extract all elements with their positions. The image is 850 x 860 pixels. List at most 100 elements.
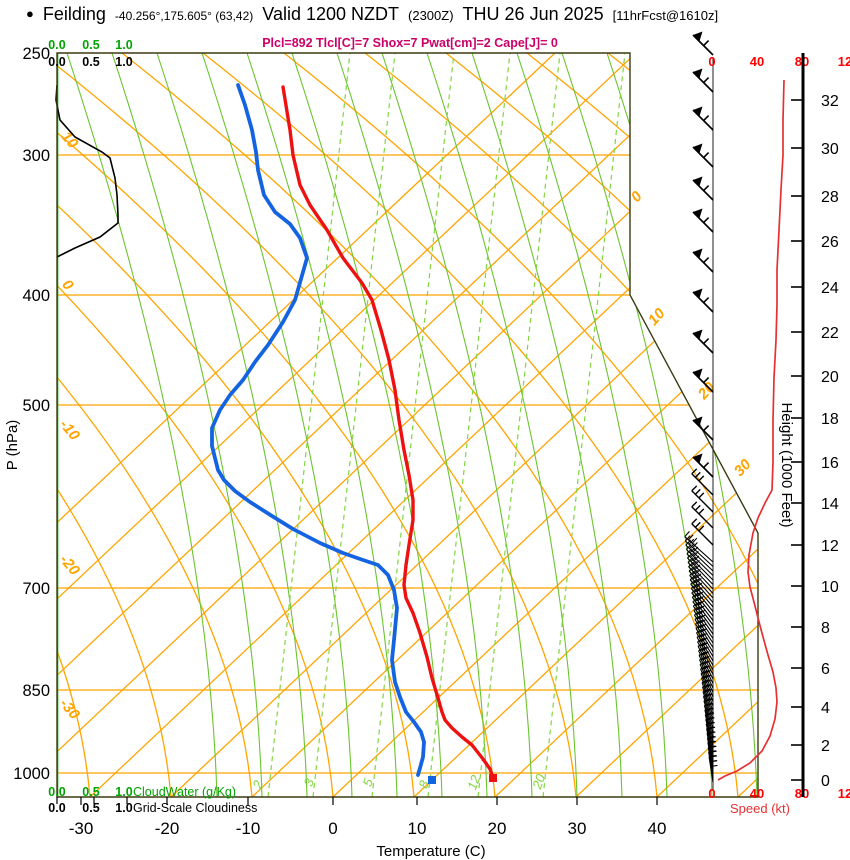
height-tick-label: 10 [821,579,839,596]
mixing-ratio-line [542,53,626,797]
dry-adiabat-line [57,53,172,797]
cloudwater-scale-label-bottom: 0.0 [48,785,65,799]
moist-adiabat-line [381,53,533,797]
moist-adiabat-line [201,53,353,797]
isotherm-label: 30 [731,456,755,480]
speed-tick-label-bottom: 40 [750,786,764,801]
dewpoint-curve [210,83,426,777]
height-tick-label: 0 [821,773,830,790]
wind-barb [685,544,714,576]
wind-barb [692,31,714,56]
valid-time: Valid 1200 NZDT [262,4,400,24]
isotherm-line [57,53,758,797]
pressure-tick-label: 700 [22,580,50,598]
mixing-ratio-line [267,53,351,797]
wind-barb [692,288,714,313]
cloudwater-scale-label-top: 0.0 [48,38,65,52]
wind-barb [692,453,714,478]
mixing-ratio-label: 12 [464,772,483,791]
mixing-ratio-line [427,53,511,797]
chart-title: ● Feilding -40.256°,175.605° (63,42) Val… [26,4,718,25]
isotherm-label: 20 [694,379,719,404]
pressure-tick-label: 850 [22,682,50,700]
wind-barb [698,651,714,684]
temperature-tick-label: 0 [328,819,337,838]
wind-barb [688,561,714,594]
wind-barb [695,624,714,657]
temperature-tick-label: 10 [408,819,427,838]
isotherm-line [170,53,758,797]
moist-adiabat-line [291,53,443,797]
dry-adiabat-label: -10 [56,416,83,444]
dry-adiabat-line [57,53,253,797]
dry-adiabat-line [202,53,739,797]
wind-barb [692,416,714,441]
wind-speed-panel: 00404080801212 [708,54,850,801]
pressure-tick-label: 1000 [13,765,50,783]
isotherm-line [494,53,758,797]
wind-barb [691,468,714,496]
profile-curves [55,83,497,784]
pressure-tick-label: 250 [22,45,50,63]
isotherm-line [57,53,556,797]
surface-dewpoint-marker [428,776,436,784]
height-tick-label: 28 [821,189,839,206]
height-tick-label: 4 [821,700,830,717]
wind-barb [692,368,714,393]
surface-temperature-marker [489,774,497,782]
temperature-tick-label: 30 [568,819,587,838]
dry-adiabat-line [57,53,91,797]
pressure-tick-label: 500 [22,397,50,415]
wind-barb [692,208,714,233]
moist-adiabat-line [516,53,668,797]
height-tick-label: 20 [821,369,839,386]
temperature-tick-label: -30 [69,819,94,838]
temperature-tick-label: -10 [236,819,261,838]
wind-barb [692,143,714,168]
wind-barb [708,755,718,783]
wind-barb [700,665,714,698]
wind-barb [691,501,714,529]
cloudwater-scale-label-top: 1.0 [115,38,132,52]
speed-axis-title: Speed (kt) [730,801,790,816]
moist-adiabat-line [111,53,263,797]
zulu-time: (2300Z) [408,8,454,23]
isotherm-line [89,53,758,797]
wind-speed-curve [717,79,785,781]
dry-adiabat-line [57,53,577,797]
station-name: Feilding [42,4,106,24]
dry-adiabat-label: -20 [56,551,83,579]
wind-barb [697,637,714,671]
wind-barb [692,248,714,273]
sounding-indices: Plcl=892 Tlcl[C]=7 Shox=7 Pwat[cm]=2 Cap… [262,36,558,50]
dry-adiabat-label: 0 [58,276,77,294]
axis-ticks-and-labels: 0246810121416182022242628303225030040050… [13,38,839,838]
temperature-curve [281,85,495,780]
height-axis-title: Height (1000 Feet) [778,402,795,527]
dry-adiabat-line [445,53,758,797]
temperature-tick-label: -20 [155,819,180,838]
wind-barb [686,548,714,581]
wind-barb [692,106,714,131]
wind-barb [685,539,714,572]
mixing-ratio-line [312,53,396,797]
wind-barb [691,518,714,546]
moist-adiabat-line [471,53,623,797]
forecast-hour: [11hrFcst@1610z] [612,8,719,23]
moist-adiabat-line [336,53,488,797]
mixing-ratio-line [477,53,561,797]
cloudwater-scale-label-bottom: 1.0 [115,785,132,799]
cloudiness-axis-title: Grid-Scale Cloudiness [133,801,257,815]
height-tick-label: 8 [821,620,830,637]
pressure-axis-title: P (hPa) [4,420,21,471]
valid-date: THU 26 Jun 2025 [462,4,604,24]
wind-barb [687,552,714,585]
moist-adiabat-line [561,53,713,797]
dry-adiabat-line [283,53,758,797]
cloudiness-profile [55,84,119,258]
cloudiness-scale-label-bottom: 0.0 [48,801,65,815]
temperature-tick-label: 40 [648,819,667,838]
mixing-ratio-line [371,53,455,797]
moist-adiabat-line [66,53,218,797]
wind-barb [698,647,714,680]
